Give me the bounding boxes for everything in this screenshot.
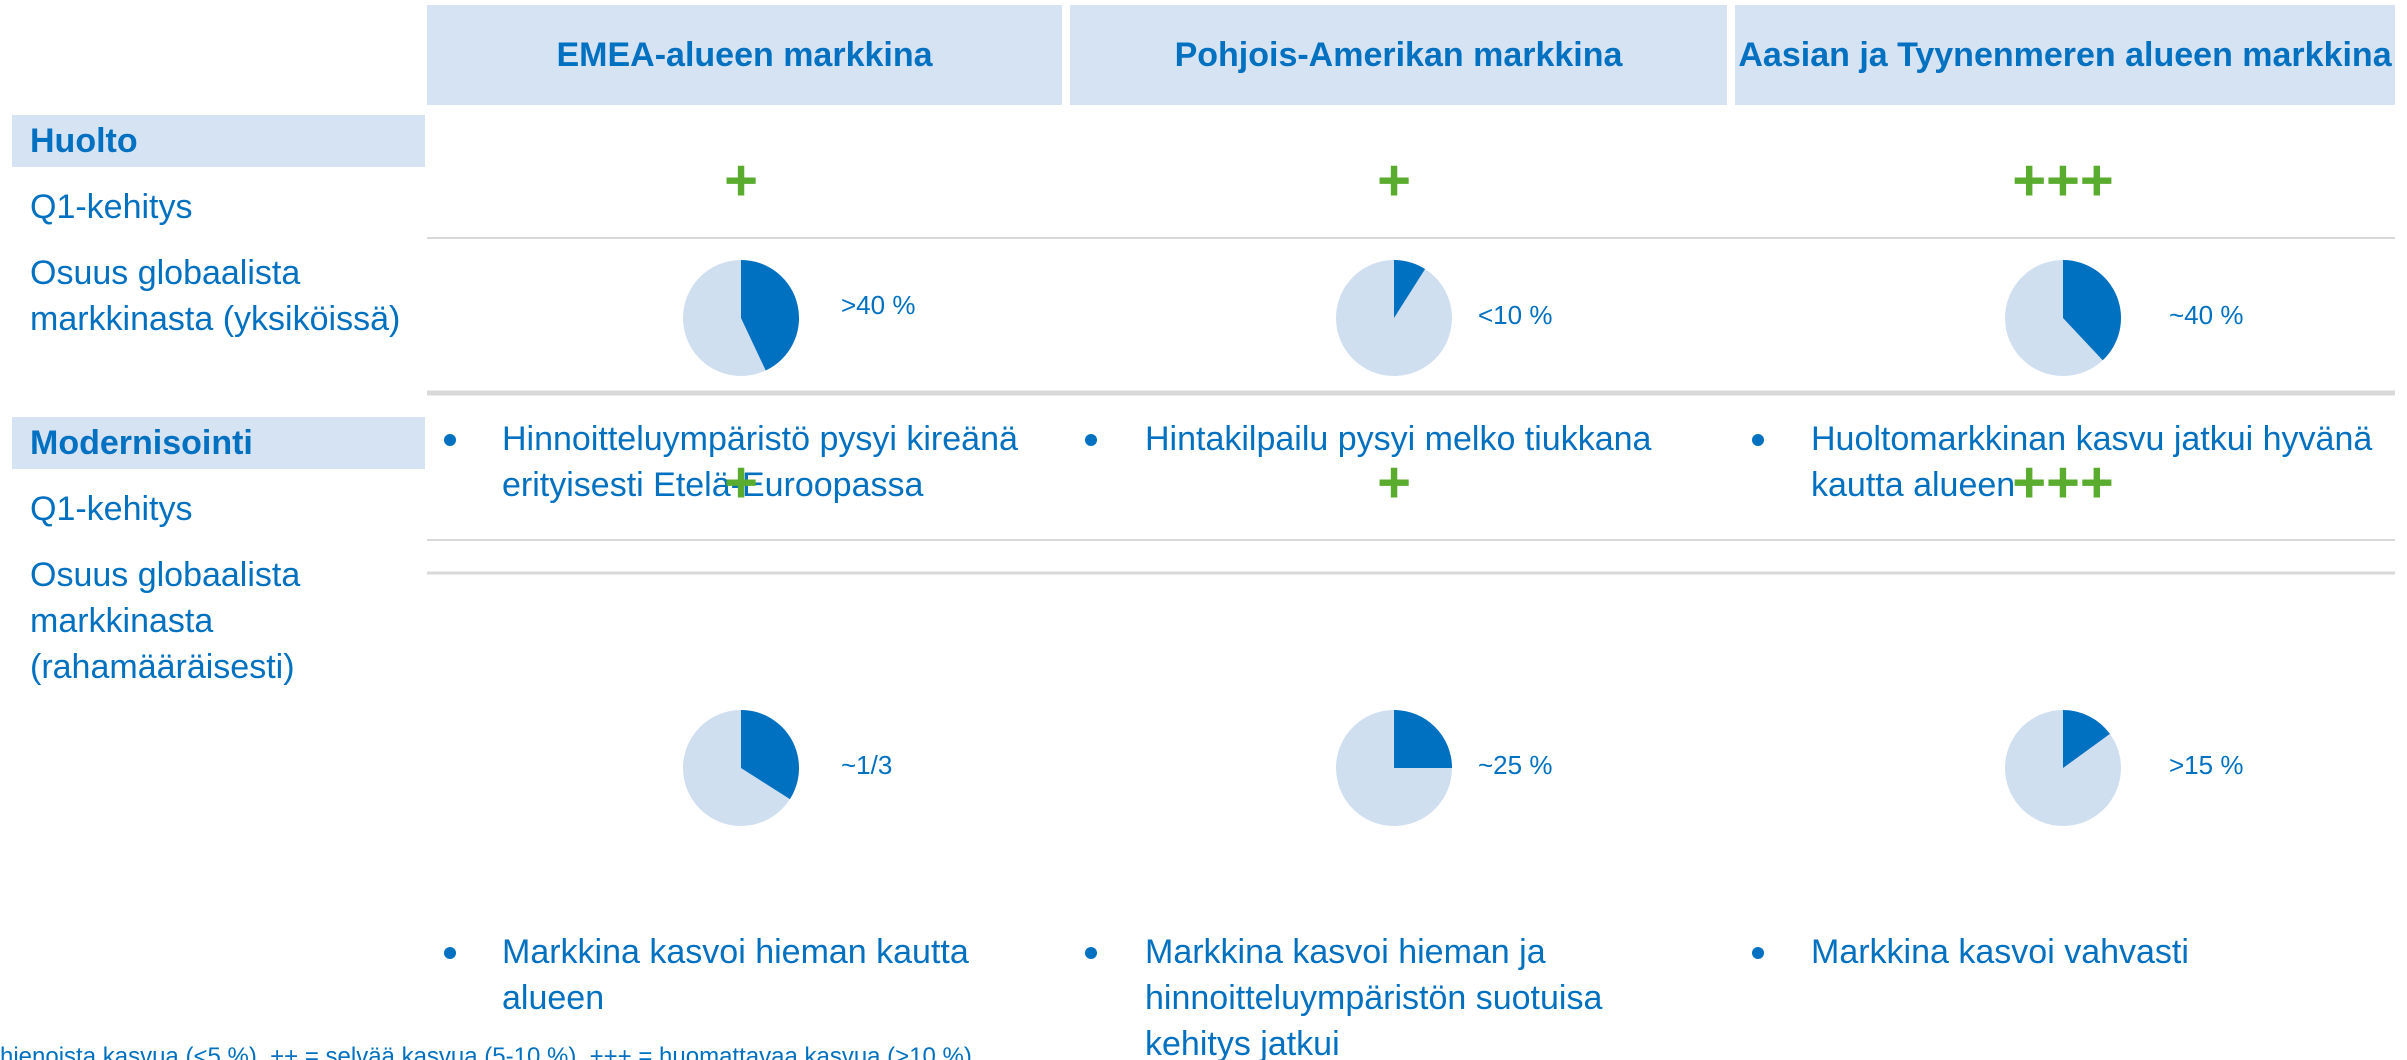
share-label: >15 %: [2169, 750, 2244, 780]
section-title: Modernisointi: [12, 417, 425, 469]
column-header: Aasian ja Tyynenmeren alueen markkina: [1735, 5, 2395, 105]
row-label: Osuus globaalista markkinasta (yksiköiss…: [30, 254, 401, 338]
pie-slice: [2063, 260, 2121, 361]
footnote: hienoista kasvua (<5 %), ++ = selvää kas…: [0, 1043, 972, 1060]
share-label: >40 %: [841, 290, 916, 320]
comment: Markkina kasvoi hieman ja hinnoitteluymp…: [1145, 933, 1603, 1060]
bullet: [444, 947, 456, 959]
growth: +++: [2012, 450, 2114, 515]
row-label: Q1-kehitys: [30, 490, 193, 528]
comment: Huoltomarkkinan kasvu jatkui hyvänä kaut…: [1811, 420, 2373, 504]
pie-slice: [1394, 260, 1426, 318]
pie-slice: [2063, 710, 2110, 768]
comment: Markkina kasvoi vahvasti: [1811, 933, 2189, 971]
growth: +++: [2012, 148, 2114, 213]
bullet: [1085, 434, 1097, 446]
row-label: Q1-kehitys: [30, 188, 193, 226]
comment: Hintakilpailu pysyi melko tiukkana: [1145, 420, 1652, 458]
comment: Markkina kasvoi hieman kautta alueen: [502, 933, 969, 1017]
pie-slice: [741, 260, 799, 371]
column-header: Pohjois-Amerikan markkina: [1070, 5, 1727, 105]
bullet: [444, 434, 456, 446]
share-label: ~25 %: [1478, 750, 1553, 780]
growth: +: [724, 148, 758, 213]
share-label: ~1/3: [841, 750, 893, 780]
growth: +: [1377, 450, 1411, 515]
row-label: Osuus globaalista markkinasta (rahamäärä…: [30, 556, 301, 686]
pie-slice: [741, 710, 799, 800]
section-title: Huolto: [12, 115, 425, 167]
comment: Hinnoitteluympäristö pysyi kireänä erity…: [502, 420, 1018, 504]
bullet: [1752, 434, 1764, 446]
column-header: EMEA-alueen markkina: [427, 5, 1062, 105]
pie-slice: [1394, 710, 1452, 768]
share-label: ~40 %: [2169, 300, 2244, 330]
growth: +: [724, 450, 758, 515]
share-label: <10 %: [1478, 300, 1553, 330]
bullet: [1085, 947, 1097, 959]
growth: +: [1377, 148, 1411, 213]
bullet: [1752, 947, 1764, 959]
